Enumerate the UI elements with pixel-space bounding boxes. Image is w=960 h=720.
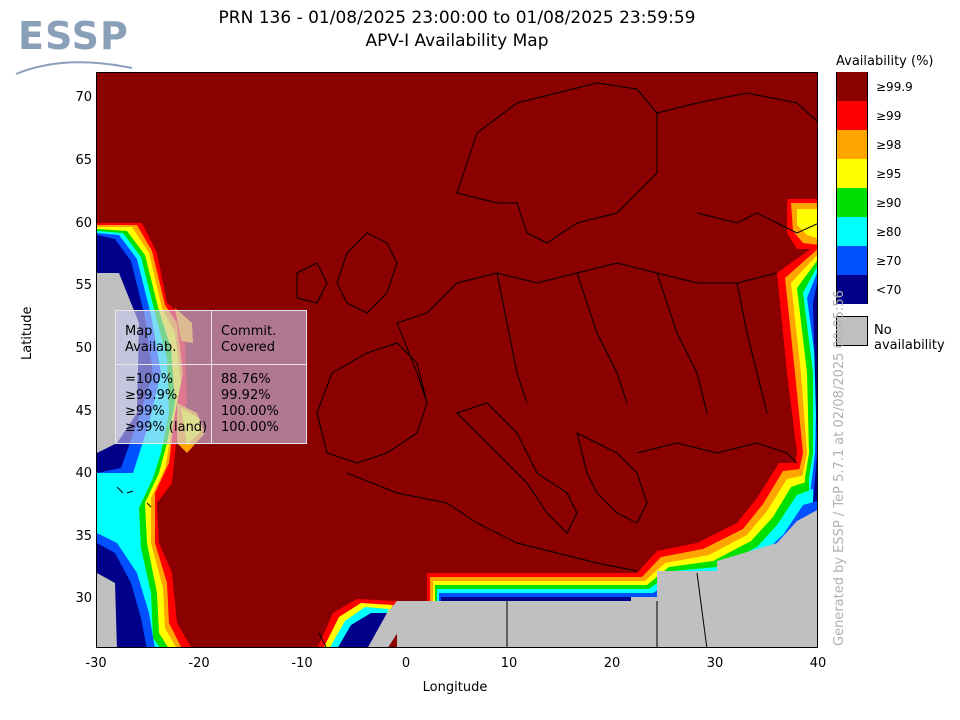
y-tick: 40 xyxy=(75,466,92,481)
y-axis-label: Latitude xyxy=(20,306,35,360)
legend-swatch xyxy=(836,159,868,188)
legend-swatch xyxy=(836,101,868,130)
x-axis-label: Longitude xyxy=(422,680,488,695)
x-tick: -30 xyxy=(85,656,107,671)
stats-rows-labels: =100% ≥99.9% ≥99% ≥99% (land) xyxy=(125,372,208,435)
legend-label: ≥99 xyxy=(876,109,902,123)
table-divider xyxy=(211,311,212,443)
x-tick: 10 xyxy=(500,656,518,671)
legend-label: ≥95 xyxy=(876,167,902,181)
stats-header-map: Map Availab. xyxy=(125,324,177,355)
legend-label: ≥99.9 xyxy=(876,80,913,94)
y-tick: 50 xyxy=(75,341,92,356)
legend-label: ≥98 xyxy=(876,138,902,152)
essp-logo: ESSP xyxy=(14,10,134,80)
legend-label: ≥70 xyxy=(876,254,902,268)
legend-swatch xyxy=(836,246,868,275)
no-availability-label: No availability xyxy=(874,323,945,353)
x-tick: 0 xyxy=(401,656,411,671)
y-tick: 45 xyxy=(75,404,92,419)
x-tick: 40 xyxy=(809,656,827,671)
x-tick: -10 xyxy=(291,656,313,671)
map-subtitle: APV-I Availability Map xyxy=(365,31,549,51)
table-divider xyxy=(116,364,306,365)
legend-label: ≥90 xyxy=(876,196,902,210)
x-tick: 30 xyxy=(706,656,724,671)
legend-swatch xyxy=(836,72,868,101)
y-tick: 60 xyxy=(75,216,92,231)
x-tick: -20 xyxy=(188,656,210,671)
coverage-stats-table: Map Availab. Commit. Covered =100% ≥99.9… xyxy=(115,310,307,444)
y-tick: 70 xyxy=(75,90,92,105)
stats-rows-values: 88.76% 99.92% 100.00% 100.00% xyxy=(221,372,279,435)
y-tick: 55 xyxy=(75,278,92,293)
legend-swatch xyxy=(836,188,868,217)
logo-swoosh-icon xyxy=(15,61,133,75)
legend-swatch xyxy=(836,217,868,246)
south-band xyxy=(317,463,817,647)
map-title: PRN 136 - 01/08/2025 23:00:00 to 01/08/2… xyxy=(218,8,696,28)
legend-title: Availability (%) xyxy=(836,54,934,69)
y-tick: 65 xyxy=(75,153,92,168)
x-tick: 20 xyxy=(603,656,621,671)
coastlines xyxy=(116,82,817,647)
y-tick: 35 xyxy=(75,529,92,544)
stats-header-commit: Commit. Covered xyxy=(221,324,277,355)
legend-swatch xyxy=(836,275,868,304)
legend-label: ≥80 xyxy=(876,225,902,239)
legend-label: <70 xyxy=(876,283,902,297)
logo-text: ESSP xyxy=(18,14,129,58)
generated-by-text: Generated by ESSP / TeP 5.7.1 at 02/08/2… xyxy=(832,290,847,646)
legend-swatch xyxy=(836,130,868,159)
no-availability-swatch xyxy=(836,316,868,346)
y-tick: 30 xyxy=(75,591,92,606)
